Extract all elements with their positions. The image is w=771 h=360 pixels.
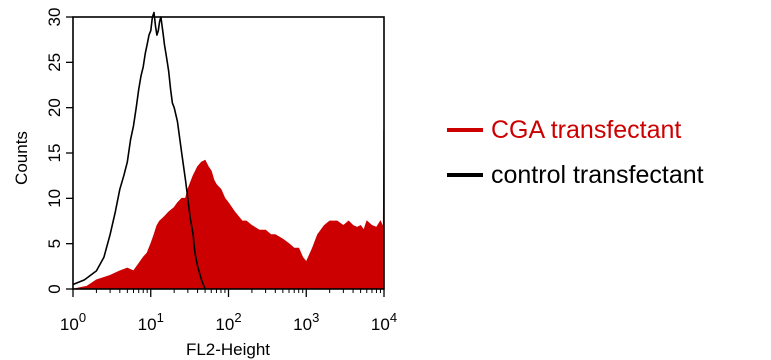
x-tick-label-base: 10 xyxy=(60,315,79,334)
x-tick-label: 100 xyxy=(60,310,86,334)
x-tick-label-base: 10 xyxy=(293,315,312,334)
x-tick-label-exponent: 0 xyxy=(79,310,86,325)
y-tick-label: 30 xyxy=(45,8,64,27)
x-tick-label-base: 10 xyxy=(138,315,157,334)
x-tick-label-exponent: 2 xyxy=(234,310,241,325)
x-tick-label-base: 10 xyxy=(371,315,390,334)
series-area-cga-transfectant xyxy=(72,129,385,290)
legend-label-cga-transfectant: CGA transfectant xyxy=(491,116,681,144)
legend: CGA transfectant control transfectant xyxy=(447,116,704,189)
y-tick-label: 5 xyxy=(45,239,64,248)
legend-label-control-transfectant: control transfectant xyxy=(491,161,704,189)
series-line-control-transfectant xyxy=(72,11,206,290)
x-tick-label-exponent: 3 xyxy=(312,310,319,325)
x-tick-label-exponent: 1 xyxy=(157,310,164,325)
y-tick-label: 15 xyxy=(45,144,64,163)
x-tick-label: 101 xyxy=(138,310,164,334)
y-tick-label: 10 xyxy=(45,189,64,208)
y-axis-title: Counts xyxy=(12,131,31,185)
x-tick-label-base: 10 xyxy=(215,315,234,334)
y-tick-label: 20 xyxy=(45,98,64,117)
x-tick-label-exponent: 4 xyxy=(390,310,397,325)
x-tick-label: 104 xyxy=(371,310,397,334)
x-tick-label: 103 xyxy=(293,310,319,334)
x-tick-label: 102 xyxy=(215,310,241,334)
y-tick-label: 25 xyxy=(45,53,64,72)
plot-series-group xyxy=(72,11,385,290)
y-tick-label: 0 xyxy=(45,284,64,293)
x-axis-title: FL2-Height xyxy=(186,340,270,359)
